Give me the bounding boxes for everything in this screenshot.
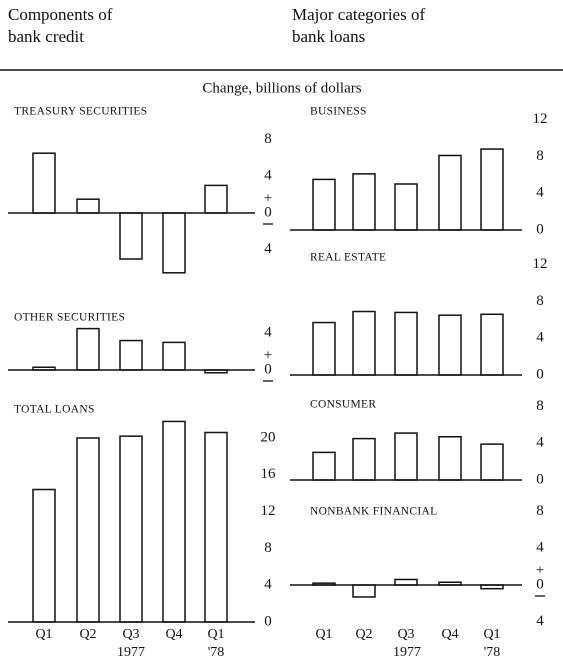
y-tick-label: 0 xyxy=(536,471,544,487)
y-tick-label: 8 xyxy=(536,148,544,164)
header-right: bank loans xyxy=(292,27,365,46)
y-tick-label: 4 xyxy=(536,185,544,201)
header-left: Components of xyxy=(8,5,113,24)
bar xyxy=(394,311,418,376)
y-tick-label: 12 xyxy=(261,503,276,519)
bar xyxy=(352,310,376,376)
y-tick-label: 4 xyxy=(264,168,272,184)
y-tick-label: 8 xyxy=(536,398,544,414)
bar xyxy=(76,327,100,371)
bar xyxy=(32,488,56,623)
bar xyxy=(119,339,143,371)
bar xyxy=(438,436,462,481)
bar xyxy=(312,451,336,481)
bar xyxy=(352,584,376,598)
x-tick-label: Q3 xyxy=(122,627,139,642)
y-tick-label: 8 xyxy=(536,503,544,519)
y-tick-label: 4 xyxy=(536,540,544,556)
y-tick-label: 8 xyxy=(264,131,272,147)
y-tick-label: 4 xyxy=(536,435,544,451)
y-tick-label: 4 xyxy=(536,330,544,346)
chart-title: CONSUMER xyxy=(310,399,376,411)
chart-title: REAL ESTATE xyxy=(310,252,386,264)
bar xyxy=(162,341,186,371)
y-tick-label: 0 xyxy=(536,366,544,382)
y-tick-label: 16 xyxy=(261,466,277,482)
bar xyxy=(438,154,462,231)
y-tick-label: 12 xyxy=(533,111,548,127)
chart-title: NONBANK FINANCIAL xyxy=(310,506,437,518)
y-tick-label: 4 xyxy=(536,613,544,629)
y-tick-label: 8 xyxy=(536,293,544,309)
bar xyxy=(204,184,228,214)
zero-sign: + xyxy=(536,562,544,578)
y-tick-label: 4 xyxy=(264,241,272,257)
x-tick-label: Q2 xyxy=(79,627,96,642)
subtitle: Change, billions of dollars xyxy=(202,80,361,96)
x-tick-label: Q4 xyxy=(441,627,458,642)
bar xyxy=(119,435,143,623)
bar xyxy=(352,437,376,481)
x-tick-label: Q2 xyxy=(355,627,372,642)
bar xyxy=(480,148,504,231)
bar xyxy=(312,321,336,376)
chart-title: TOTAL LOANS xyxy=(14,404,95,416)
bar xyxy=(480,313,504,376)
y-tick-label: 12 xyxy=(533,256,548,272)
y-tick-label: 0 xyxy=(264,204,272,220)
y-tick-label: 0 xyxy=(264,613,272,629)
y-tick-label: 4 xyxy=(264,325,272,341)
bar xyxy=(394,432,418,481)
x-tick-label: Q1 xyxy=(207,627,224,642)
y-tick-label: 4 xyxy=(264,577,272,593)
bar xyxy=(162,420,186,623)
bar xyxy=(352,173,376,231)
year-label: 1977 xyxy=(117,645,145,660)
year-label: '78 xyxy=(208,645,225,660)
year-label: '78 xyxy=(484,645,501,660)
chart-title: OTHER SECURITIES xyxy=(14,312,125,324)
bar xyxy=(76,198,100,214)
y-tick-label: 0 xyxy=(264,361,272,377)
bar xyxy=(32,152,56,214)
y-tick-label: 20 xyxy=(261,429,276,445)
bar xyxy=(162,212,186,274)
bar xyxy=(394,578,418,586)
chart-title: TREASURY SECURITIES xyxy=(14,106,147,118)
header-right: Major categories of xyxy=(292,5,425,24)
x-tick-label: Q1 xyxy=(35,627,52,642)
header-left: bank credit xyxy=(8,27,84,46)
bar xyxy=(204,431,228,623)
y-tick-label: 0 xyxy=(536,576,544,592)
year-label: 1977 xyxy=(393,645,421,660)
bar xyxy=(312,178,336,231)
y-tick-label: 0 xyxy=(536,221,544,237)
bar xyxy=(438,314,462,376)
bar xyxy=(76,437,100,623)
bar xyxy=(394,183,418,231)
x-tick-label: Q4 xyxy=(165,627,182,642)
bar xyxy=(119,212,143,260)
x-tick-label: Q1 xyxy=(483,627,500,642)
y-tick-label: 8 xyxy=(264,540,272,556)
zero-sign: + xyxy=(264,190,272,206)
x-tick-label: Q3 xyxy=(397,627,414,642)
x-tick-label: Q1 xyxy=(315,627,332,642)
bar xyxy=(480,443,504,481)
chart-title: BUSINESS xyxy=(310,106,367,118)
zero-sign: + xyxy=(264,347,272,363)
